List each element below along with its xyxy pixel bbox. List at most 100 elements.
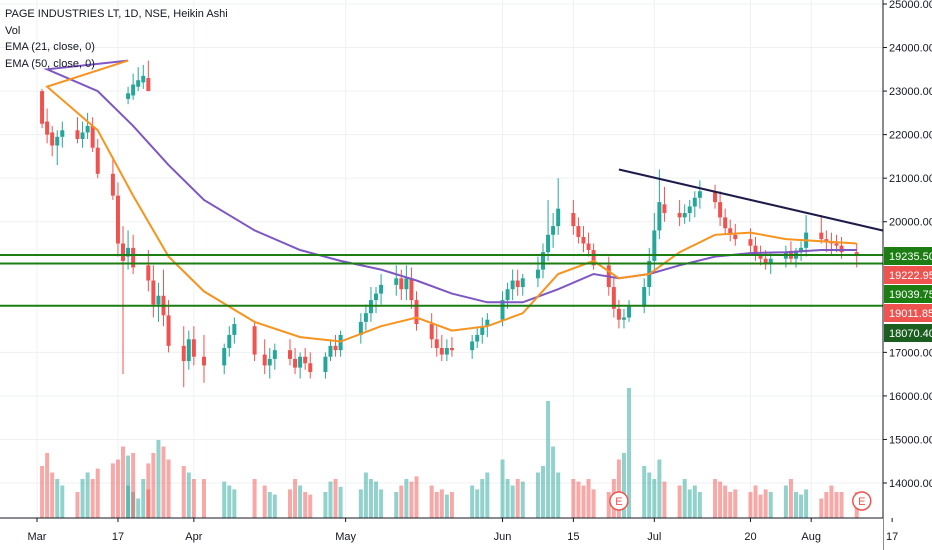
candle-body <box>657 202 662 231</box>
volume-bar <box>267 492 272 518</box>
volume-bar <box>510 485 515 518</box>
volume-bar <box>642 466 647 518</box>
volume-bar <box>763 489 768 518</box>
candle-body <box>131 84 136 96</box>
volume-bar <box>288 489 292 518</box>
price-tick-label: 20000.00 <box>889 217 932 229</box>
candle-body <box>854 252 859 256</box>
candle-body <box>262 354 267 366</box>
candle-body <box>338 334 343 351</box>
volume-bar <box>156 440 161 518</box>
volume-bar <box>146 463 151 518</box>
candle-body <box>227 334 232 349</box>
volume-bar <box>480 479 485 518</box>
candle-body <box>470 341 475 351</box>
volume-bar <box>40 466 45 518</box>
candle-body <box>191 339 196 357</box>
candle-body <box>394 278 399 285</box>
candle-body <box>753 245 758 255</box>
candle-body <box>333 345 338 351</box>
trendline-drawing[interactable] <box>618 168 928 242</box>
volume-bar <box>647 472 652 518</box>
volume-bar <box>90 479 95 518</box>
volume-bar <box>794 492 798 518</box>
time-tick-label: Mar <box>28 531 47 543</box>
candle-body <box>267 358 272 366</box>
volume-bar <box>829 485 834 518</box>
time-tick-label: Jul <box>647 531 661 543</box>
earnings-marker <box>609 491 629 511</box>
candle-body <box>136 80 141 87</box>
candle-body <box>110 173 115 196</box>
volume-bar <box>399 485 404 518</box>
volume-bar <box>718 481 723 518</box>
candle-body <box>404 278 409 290</box>
volume-bar <box>262 485 267 518</box>
volume-bar <box>571 479 576 518</box>
candle-body <box>298 356 303 368</box>
volume-bar <box>191 479 196 518</box>
volume-bar <box>227 485 232 518</box>
time-tick-label: Apr <box>185 531 202 543</box>
volume-bar <box>535 472 540 518</box>
volume-bar <box>222 481 227 518</box>
volume-bar <box>581 485 586 518</box>
horizontal-levels[interactable] <box>0 254 883 307</box>
volume-legend[interactable]: Vol <box>5 24 21 37</box>
candle-body <box>551 226 556 235</box>
chart-grid <box>0 0 893 518</box>
price-tick-label: 22000.00 <box>889 130 932 142</box>
candle-body <box>40 91 45 124</box>
volume-bar <box>368 479 373 518</box>
candle-body <box>439 348 444 355</box>
candle-body <box>510 280 515 290</box>
chart-legend: PAGE INDUSTRIES LT, 1D, NSE, Heikin Ashi… <box>5 6 228 72</box>
ema50-legend[interactable]: EMA (50, close, 0) <box>5 57 95 70</box>
volume-bar <box>541 466 545 518</box>
ema-lines <box>43 59 857 343</box>
candle-body <box>434 339 439 349</box>
candle-body <box>126 93 131 99</box>
candle-body <box>475 334 480 342</box>
volume-bar <box>591 489 596 518</box>
candle-body <box>763 258 768 264</box>
candle-body <box>374 293 379 301</box>
time-axis[interactable]: Mar17AprMayJun15Jul20Aug17Sep15 <box>0 517 932 550</box>
price-tick-label: 21000.00 <box>889 173 932 185</box>
volume-bar <box>616 459 621 518</box>
volume-bar <box>692 485 697 518</box>
volume-bar <box>485 472 490 518</box>
candle-body <box>414 300 419 325</box>
symbol-title[interactable]: PAGE INDUSTRIES LT, 1D, NSE, Heikin Ashi <box>5 8 228 20</box>
time-tick-label: 17 <box>886 531 898 543</box>
candle-body <box>692 197 697 207</box>
price-label-bg <box>884 247 932 265</box>
candle-body <box>156 295 161 305</box>
volume-bar <box>298 485 303 518</box>
price-axis[interactable]: 25000.00 24000.00 23000.00 22000.00 21000.00… <box>882 0 932 550</box>
candle-body <box>252 326 257 355</box>
volume-bar <box>232 489 237 518</box>
volume-bar <box>333 479 338 518</box>
volume-bar <box>799 494 804 518</box>
candle-body <box>328 345 333 357</box>
ema21-legend[interactable]: EMA (21, close, 0) <box>5 41 95 53</box>
candle-body <box>121 243 126 261</box>
volume-bar <box>682 479 687 518</box>
volume-bars <box>40 388 859 518</box>
candle-body <box>146 265 151 281</box>
volume-bar <box>115 459 120 518</box>
candle-body <box>541 252 545 270</box>
candle-body <box>677 213 682 218</box>
price-label-bg <box>884 324 932 342</box>
volume-bar <box>85 472 90 518</box>
volume-bar <box>181 466 186 518</box>
price-label: 18070.40 <box>889 328 932 340</box>
candle-body <box>80 132 85 139</box>
volume-bar <box>444 494 449 518</box>
candle-body <box>151 280 156 305</box>
time-tick-label: Jun <box>494 531 512 543</box>
candle-body <box>581 236 586 244</box>
